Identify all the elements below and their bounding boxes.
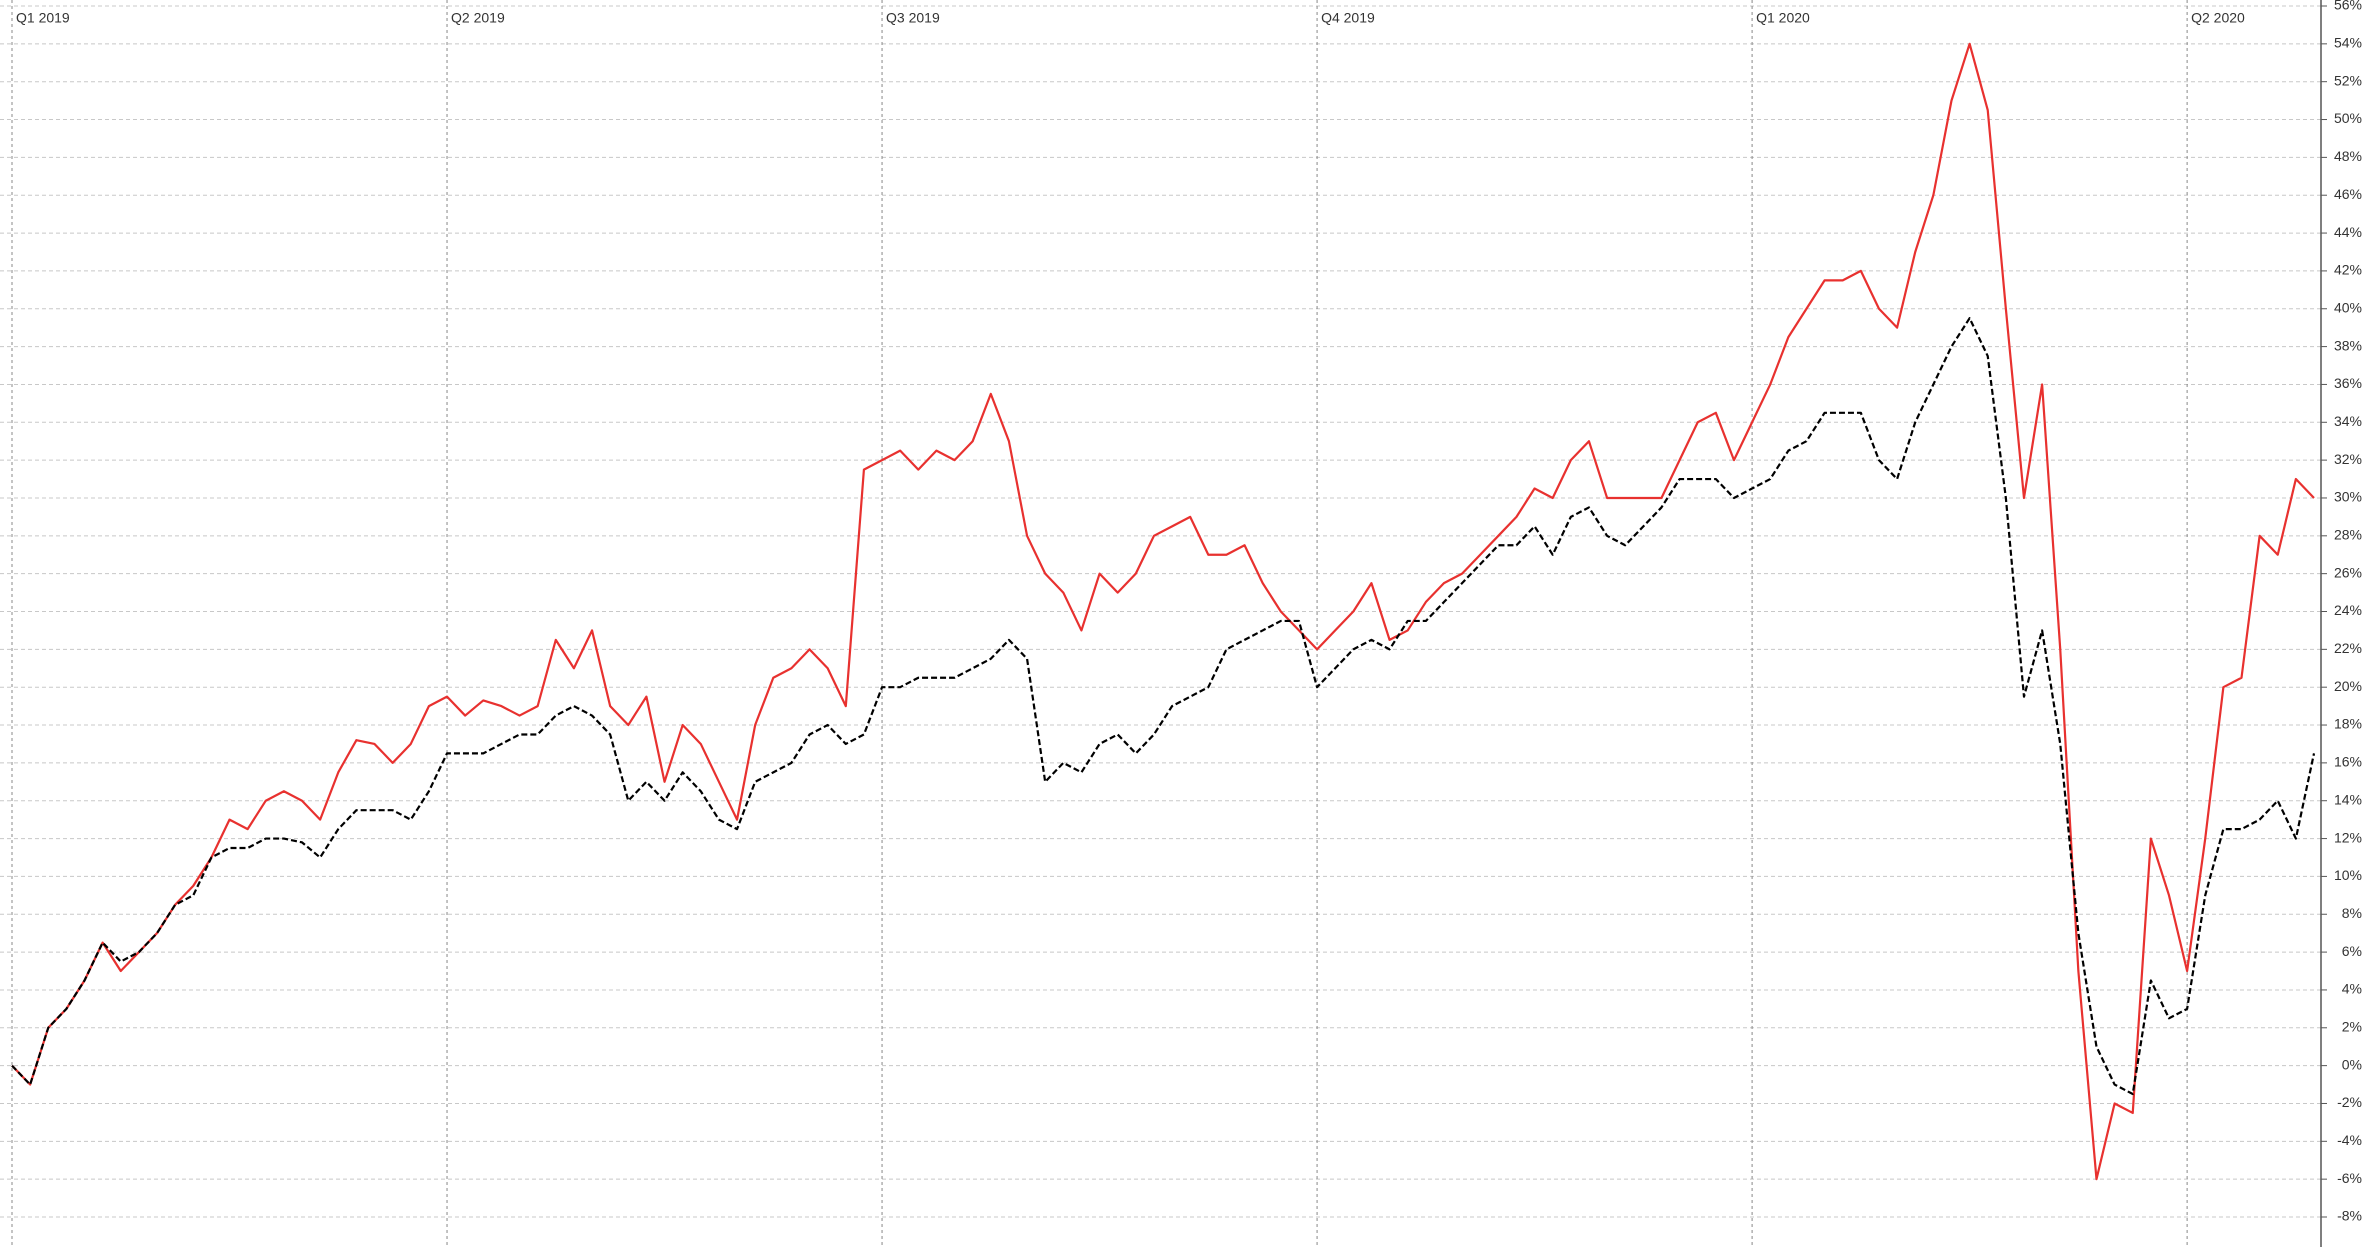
y-tick-label: 46%: [2334, 186, 2362, 202]
y-tick-label: 54%: [2334, 35, 2362, 51]
y-tick-label: 48%: [2334, 148, 2362, 164]
y-tick-label: 14%: [2334, 791, 2362, 807]
series-line: [11, 317, 2316, 1096]
y-tick-label: 18%: [2334, 716, 2362, 732]
y-tick-label: 8%: [2342, 905, 2362, 921]
y-tick-label: -4%: [2337, 1132, 2362, 1148]
x-tick-label: Q3 2019: [886, 10, 940, 26]
y-tick-label: 22%: [2334, 640, 2362, 656]
y-tick-label: 16%: [2334, 754, 2362, 770]
y-tick-label: 32%: [2334, 451, 2362, 467]
y-tick-label: 26%: [2334, 564, 2362, 580]
y-tick-label: 10%: [2334, 867, 2362, 883]
x-tick-label: Q2 2020: [2191, 10, 2245, 26]
y-tick-label: 24%: [2334, 602, 2362, 618]
y-tick-label: 36%: [2334, 375, 2362, 391]
y-tick-label: 28%: [2334, 527, 2362, 543]
y-tick-label: 6%: [2342, 943, 2362, 959]
y-tick-label: 12%: [2334, 829, 2362, 845]
x-tick-label: Q1 2020: [1756, 10, 1810, 26]
y-tick-label: 40%: [2334, 299, 2362, 315]
y-tick-label: 38%: [2334, 337, 2362, 353]
y-tick-label: 0%: [2342, 1056, 2362, 1072]
y-tick-label: 52%: [2334, 72, 2362, 88]
y-tick-label: 20%: [2334, 678, 2362, 694]
y-tick-label: 2%: [2342, 1018, 2362, 1034]
y-tick-label: 30%: [2334, 489, 2362, 505]
y-tick-label: -2%: [2337, 1094, 2362, 1110]
y-tick-label: 42%: [2334, 262, 2362, 278]
y-tick-label: -6%: [2337, 1170, 2362, 1186]
y-tick-label: 4%: [2342, 981, 2362, 997]
series-line: [11, 42, 2315, 1181]
y-tick-label: 34%: [2334, 413, 2362, 429]
y-tick-label: 44%: [2334, 224, 2362, 240]
y-tick-label: 50%: [2334, 110, 2362, 126]
y-tick-label: 56%: [2334, 0, 2362, 13]
y-tick-label: -8%: [2337, 1208, 2362, 1224]
x-tick-label: Q2 2019: [451, 10, 505, 26]
x-tick-label: Q4 2019: [1321, 10, 1375, 26]
x-tick-label: Q1 2019: [16, 10, 70, 26]
